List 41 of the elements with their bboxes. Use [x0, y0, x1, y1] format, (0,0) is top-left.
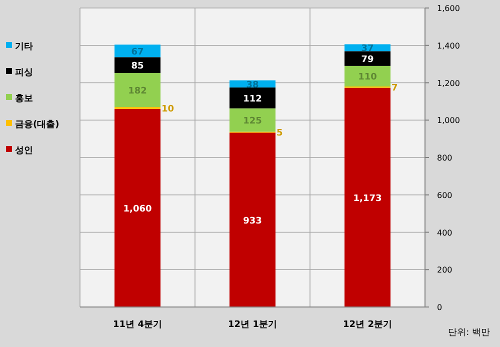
data-label: 10: [162, 104, 174, 114]
x-tick-label: 11년 4분기: [113, 320, 162, 330]
y-tick-label: 1,200: [437, 78, 460, 88]
y-tick-label: 1,000: [437, 116, 460, 126]
bar: [114, 108, 160, 307]
x-tick-label: 12년 2분기: [343, 320, 392, 330]
data-label: 67: [131, 47, 144, 58]
y-tick-label: 400: [437, 228, 452, 238]
data-label: 933: [243, 216, 262, 226]
text: 단위: 백만: [448, 328, 490, 338]
bar: [114, 44, 160, 58]
bar: [114, 73, 160, 108]
legend-label: 성인: [15, 146, 33, 156]
data-label: 5: [276, 128, 283, 139]
data-label: 7: [392, 84, 398, 94]
bar: [344, 51, 390, 66]
bar: [230, 87, 276, 108]
x-tick-label: 12년 1분기: [228, 320, 277, 330]
data-label: 1,060: [123, 204, 152, 214]
bar: [230, 132, 276, 307]
data-label: 182: [128, 86, 147, 97]
data-label: 79: [361, 55, 374, 66]
y-tick-label: 0: [437, 303, 442, 312]
bar: [230, 108, 276, 132]
data-label: 112: [243, 94, 262, 104]
y-tick-label: 200: [437, 266, 452, 275]
legend-label: 기타: [15, 42, 33, 52]
data-label: 85: [131, 62, 144, 72]
y-tick-label: 600: [437, 190, 452, 200]
legend-label: 홍보: [15, 94, 33, 104]
bar: [344, 66, 390, 86]
y-tick-label: 800: [437, 154, 452, 162]
bar: [114, 57, 160, 74]
bar: [344, 88, 390, 307]
data-label: 1,173: [353, 194, 382, 204]
data-label: 125: [243, 116, 262, 127]
y-tick-label: 1,400: [437, 41, 460, 50]
data-label: 110: [358, 72, 377, 83]
legend-label: 금융(대출): [15, 119, 60, 130]
legend-label: 피싱: [15, 68, 33, 78]
y-tick-label: 1,600: [437, 4, 460, 13]
